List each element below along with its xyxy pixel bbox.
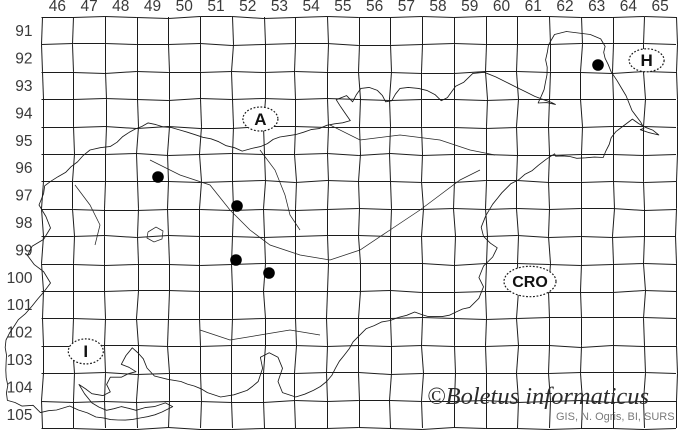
- svg-text:61: 61: [525, 0, 542, 15]
- svg-text:59: 59: [461, 0, 478, 15]
- svg-text:I: I: [83, 342, 88, 361]
- svg-text:103: 103: [7, 352, 33, 369]
- svg-text:46: 46: [49, 0, 66, 15]
- svg-text:63: 63: [588, 0, 605, 15]
- svg-text:CRO: CRO: [512, 274, 548, 291]
- svg-text:54: 54: [303, 0, 321, 15]
- svg-text:91: 91: [15, 23, 32, 40]
- svg-text:53: 53: [271, 0, 288, 15]
- svg-text:92: 92: [15, 51, 32, 68]
- svg-text:95: 95: [15, 133, 32, 150]
- svg-text:62: 62: [556, 0, 573, 15]
- svg-text:102: 102: [7, 325, 33, 342]
- svg-text:65: 65: [652, 0, 669, 15]
- svg-text:96: 96: [15, 160, 32, 177]
- svg-text:93: 93: [15, 78, 32, 95]
- svg-text:101: 101: [7, 297, 33, 314]
- svg-text:50: 50: [176, 0, 194, 15]
- svg-text:49: 49: [144, 0, 161, 15]
- svg-text:56: 56: [366, 0, 383, 15]
- svg-text:57: 57: [398, 0, 415, 15]
- svg-text:58: 58: [429, 0, 446, 15]
- svg-text:48: 48: [112, 0, 129, 15]
- svg-text:104: 104: [7, 379, 33, 396]
- svg-text:100: 100: [7, 270, 33, 287]
- svg-text:47: 47: [80, 0, 97, 15]
- svg-text:105: 105: [7, 407, 33, 424]
- svg-text:55: 55: [334, 0, 351, 15]
- svg-text:97: 97: [15, 188, 32, 205]
- svg-text:A: A: [254, 110, 266, 129]
- svg-text:64: 64: [620, 0, 638, 15]
- svg-text:52: 52: [239, 0, 256, 15]
- svg-text:60: 60: [493, 0, 511, 15]
- svg-text:H: H: [640, 51, 652, 70]
- svg-text:94: 94: [15, 105, 33, 122]
- svg-text:51: 51: [207, 0, 224, 15]
- svg-text:98: 98: [15, 215, 32, 232]
